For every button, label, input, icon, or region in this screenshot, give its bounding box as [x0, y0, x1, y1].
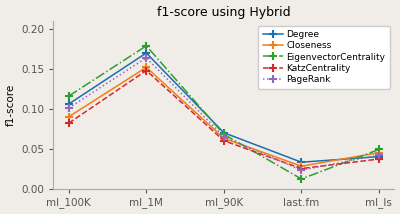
PageRank [376, 154, 381, 156]
KatzCentrality [299, 167, 304, 170]
Closeness [222, 137, 226, 140]
Line: KatzCentrality: KatzCentrality [65, 66, 383, 173]
Y-axis label: f1-score: f1-score [6, 84, 16, 126]
KatzCentrality [66, 122, 71, 124]
Degree [299, 161, 304, 163]
Line: Closeness: Closeness [65, 63, 383, 170]
PageRank [66, 107, 71, 109]
PageRank [144, 56, 149, 59]
EigenvectorCentrality [222, 133, 226, 136]
EigenvectorCentrality [376, 148, 381, 151]
Degree [144, 52, 149, 54]
KatzCentrality [144, 69, 149, 72]
Line: Degree: Degree [65, 49, 383, 166]
Degree [376, 155, 381, 158]
Closeness [299, 165, 304, 168]
Title: f1-score using Hybrid: f1-score using Hybrid [157, 6, 291, 19]
EigenvectorCentrality [299, 178, 304, 180]
KatzCentrality [376, 158, 381, 160]
Closeness [66, 116, 71, 118]
EigenvectorCentrality [66, 95, 71, 97]
PageRank [299, 169, 304, 171]
PageRank [222, 135, 226, 138]
Line: PageRank: PageRank [65, 54, 383, 174]
Line: EigenvectorCentrality: EigenvectorCentrality [65, 42, 383, 183]
Legend: Degree, Closeness, EigenvectorCentrality, KatzCentrality, PageRank: Degree, Closeness, EigenvectorCentrality… [258, 26, 390, 89]
Degree [222, 131, 226, 134]
Closeness [376, 151, 381, 154]
Degree [66, 103, 71, 105]
KatzCentrality [222, 139, 226, 142]
EigenvectorCentrality [144, 45, 149, 47]
Closeness [144, 66, 149, 69]
